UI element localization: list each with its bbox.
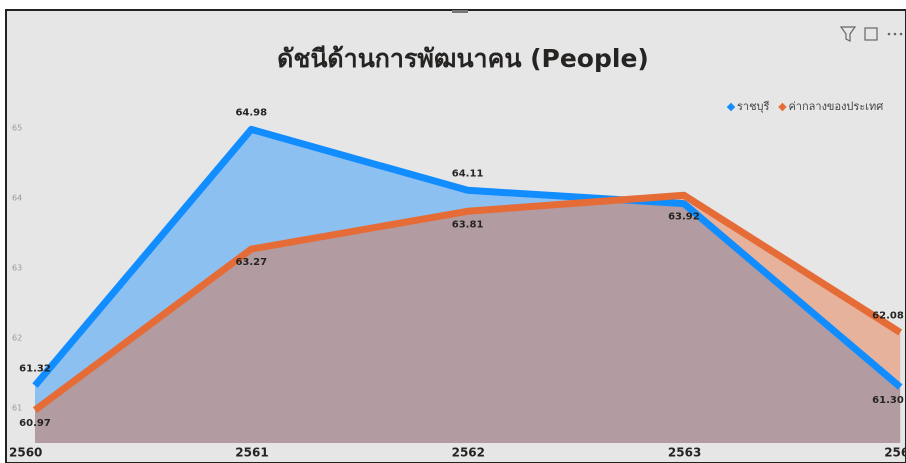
- data-label: 62.08: [872, 310, 904, 321]
- chart-title: ดัชนีด้านการพัฒนาคน (People): [277, 44, 649, 73]
- data-label: 63.27: [235, 257, 267, 268]
- x-tick-label: 2560: [9, 446, 42, 460]
- data-label: 64.11: [452, 168, 484, 179]
- more-icon[interactable]: [899, 32, 903, 36]
- more-icon[interactable]: [887, 32, 891, 36]
- y-tick-label: 65: [12, 124, 22, 133]
- y-tick-label: 63: [12, 264, 22, 273]
- data-label: 63.81: [452, 219, 484, 230]
- x-tick-label: 2564: [884, 446, 906, 460]
- data-label: 63.92: [668, 212, 700, 223]
- y-tick-label: 62: [12, 334, 22, 343]
- more-icon[interactable]: [893, 32, 897, 36]
- filter-icon[interactable]: [839, 26, 857, 42]
- visual-frame: [5, 9, 906, 463]
- visual-header-icons: [839, 26, 903, 42]
- data-label: 64.98: [235, 107, 267, 118]
- y-tick-label: 64: [12, 194, 22, 203]
- legend-label: ราชบุรี: [737, 100, 770, 113]
- drag-handle: [452, 10, 468, 13]
- x-tick-label: 2562: [452, 446, 485, 460]
- data-label: 61.30: [872, 395, 904, 406]
- area-fill: [35, 195, 901, 443]
- legend-label: ค่ากลางของประเทศ: [788, 100, 883, 113]
- x-tick-label: 2561: [235, 446, 268, 460]
- data-label: 61.32: [19, 364, 51, 375]
- focus-icon[interactable]: [864, 27, 878, 41]
- series-line: [32, 125, 903, 390]
- data-label: 60.97: [19, 418, 51, 429]
- x-tick-label: 2563: [668, 446, 701, 460]
- y-tick-label: 61: [12, 404, 22, 413]
- series-line: [32, 191, 903, 413]
